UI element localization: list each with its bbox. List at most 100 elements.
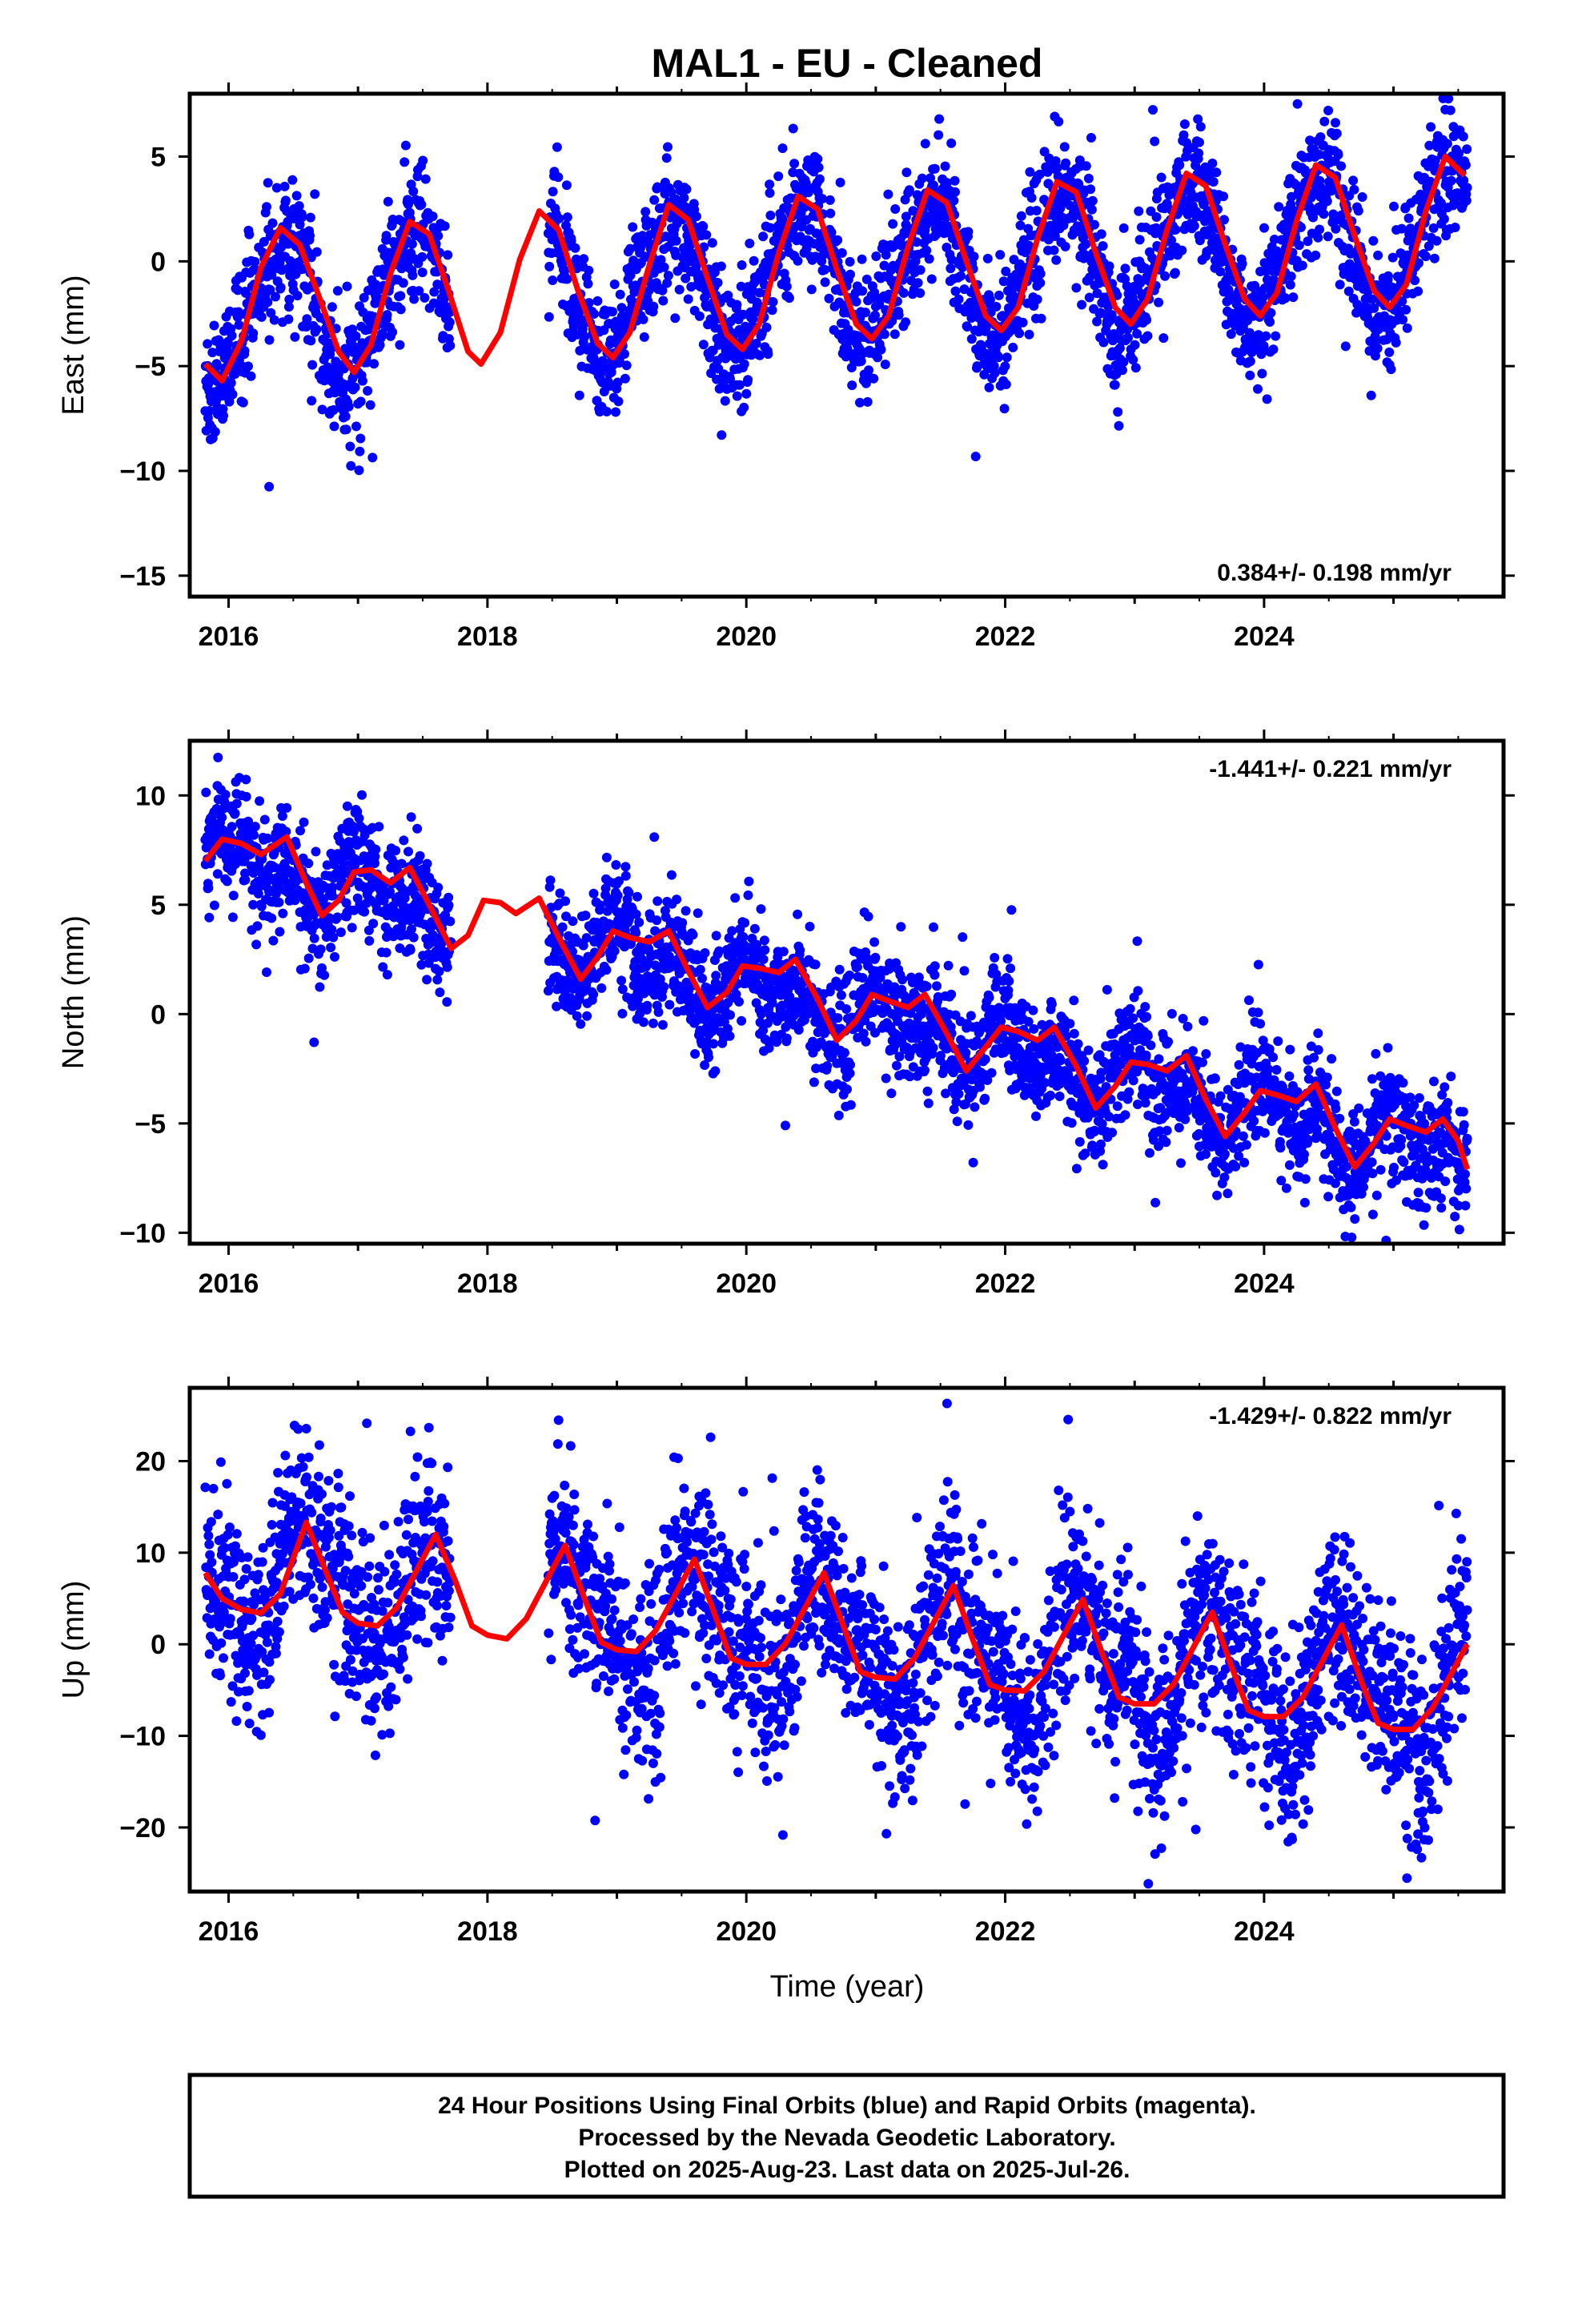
data-point (544, 261, 555, 271)
data-point (638, 314, 648, 324)
x-tick-label: 2020 (716, 621, 777, 652)
data-point (923, 1098, 934, 1108)
data-point (327, 891, 337, 901)
data-point (1274, 202, 1284, 212)
data-point (698, 221, 709, 231)
data-point (279, 181, 290, 191)
data-point (760, 945, 770, 955)
data-point (562, 212, 572, 223)
data-point (824, 293, 834, 304)
data-point (1207, 159, 1218, 168)
data-point (266, 308, 276, 318)
data-point (385, 887, 395, 897)
data-point (341, 898, 351, 908)
data-point (445, 340, 456, 351)
data-point (1134, 206, 1144, 216)
data-point (886, 1088, 897, 1099)
data-point (1208, 177, 1219, 187)
data-point (1258, 292, 1268, 303)
data-point (834, 964, 845, 975)
data-point (749, 255, 759, 266)
data-point (435, 987, 445, 998)
data-point (893, 310, 904, 320)
data-point (621, 360, 632, 371)
data-point (1335, 279, 1345, 290)
data-point (833, 1110, 844, 1120)
data-point (350, 382, 360, 392)
data-point (982, 1075, 993, 1085)
data-point (545, 875, 556, 886)
data-point (767, 305, 777, 316)
data-point (861, 308, 870, 318)
data-point (562, 274, 572, 284)
data-point (1035, 278, 1046, 288)
data-point (612, 891, 623, 901)
data-point (652, 915, 662, 926)
data-point (281, 826, 291, 837)
data-point (1113, 407, 1123, 417)
data-point (557, 922, 568, 932)
data-point (710, 1066, 721, 1076)
data-point (1250, 280, 1260, 291)
data-point (743, 375, 753, 385)
data-point (614, 876, 624, 887)
data-point (1024, 240, 1034, 251)
data-point (732, 300, 742, 310)
data-point (758, 231, 769, 242)
data-point (737, 1015, 747, 1026)
data-point (365, 400, 375, 410)
data-point (635, 1008, 645, 1019)
data-point (417, 267, 428, 278)
data-point (740, 918, 750, 928)
data-point (1177, 245, 1187, 255)
data-point (561, 180, 572, 191)
data-point (332, 286, 343, 296)
data-point (781, 1120, 790, 1131)
data-point (248, 899, 259, 910)
data-point (363, 386, 373, 396)
data-point (440, 221, 450, 231)
data-point (950, 175, 960, 186)
data-point (736, 281, 746, 292)
data-point (930, 163, 940, 174)
data-point (759, 935, 769, 946)
data-point (672, 895, 682, 905)
data-point (681, 184, 692, 195)
data-point (648, 301, 659, 312)
data-point (548, 275, 558, 285)
data-point (297, 212, 307, 223)
data-point (1086, 133, 1096, 143)
data-point (631, 909, 641, 919)
data-point (277, 811, 287, 821)
data-point (1458, 131, 1468, 142)
data-point (649, 195, 660, 205)
data-point (354, 465, 364, 476)
data-point (1028, 1005, 1038, 1015)
data-point (396, 291, 406, 301)
data-point (227, 389, 238, 400)
data-point (751, 339, 761, 348)
data-point (620, 862, 631, 872)
data-point (694, 311, 705, 321)
data-point (943, 960, 954, 971)
data-point (950, 286, 961, 296)
data-point (271, 292, 280, 302)
data-point (929, 180, 938, 191)
data-point (768, 297, 778, 307)
data-point (429, 287, 440, 297)
data-point (1265, 317, 1275, 327)
data-point (351, 331, 361, 341)
data-point (1219, 215, 1229, 225)
data-point (1323, 52, 1332, 62)
data-point (811, 1063, 821, 1074)
data-point (351, 421, 361, 432)
data-point (1319, 116, 1330, 127)
data-point (711, 971, 721, 981)
data-point (1245, 370, 1255, 380)
data-point (1445, 105, 1456, 115)
data-point (238, 397, 248, 408)
data-point (396, 304, 406, 315)
data-point (665, 999, 675, 1010)
data-point (1050, 231, 1060, 241)
data-point (359, 907, 370, 917)
